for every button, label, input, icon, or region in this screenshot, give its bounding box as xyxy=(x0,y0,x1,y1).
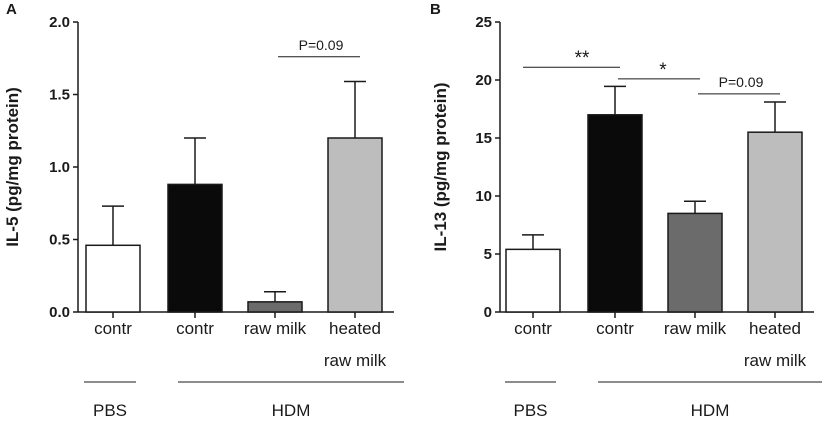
x-tick-label: contr xyxy=(176,319,214,338)
x-tick-label: heated xyxy=(329,319,381,338)
group-label: PBS xyxy=(513,401,547,420)
x-tick-label: raw milk xyxy=(324,351,387,370)
panel-letter-a: A xyxy=(6,1,17,18)
x-tick-label: contr xyxy=(596,319,634,338)
y-tick-label: 0.5 xyxy=(49,232,70,249)
x-tick-label: raw milk xyxy=(244,319,307,338)
group-label: PBS xyxy=(93,401,127,420)
x-tick-label: contr xyxy=(94,319,132,338)
y-tick-label: 20 xyxy=(475,72,492,89)
y-tick-label: 10 xyxy=(475,188,492,205)
y-tick-label: 15 xyxy=(475,130,492,147)
significance-label: P=0.09 xyxy=(719,74,764,90)
y-tick-label: 1.0 xyxy=(49,159,70,176)
x-tick-label: raw milk xyxy=(664,319,727,338)
x-tick-label: heated xyxy=(749,319,801,338)
bar xyxy=(667,212,723,313)
significance-label: ** xyxy=(575,48,590,69)
significance-label: * xyxy=(659,60,667,81)
group-label: HDM xyxy=(691,401,730,420)
y-tick-label: 0.0 xyxy=(49,304,70,321)
bar xyxy=(747,131,803,313)
bar xyxy=(167,183,223,313)
y-tick-label: 1.5 xyxy=(49,87,70,104)
significance-label: P=0.09 xyxy=(299,37,344,53)
bar xyxy=(327,137,383,313)
panel-letter-b: B xyxy=(430,1,441,18)
panel-b: B 0 5 10 15 20 25 IL-13 (pg/mg protein) contr co… xyxy=(430,1,822,420)
panel-a: A 0.0 0.5 1.0 1.5 2.0 IL-5 (pg/mg protein) con… xyxy=(3,1,404,420)
bar xyxy=(247,301,303,313)
y-tick-label: 25 xyxy=(475,14,492,31)
y-tick-label: 2.0 xyxy=(49,14,70,31)
y-tick-label: 0 xyxy=(484,304,492,321)
group-label: HDM xyxy=(272,401,311,420)
x-tick-label: raw milk xyxy=(744,351,807,370)
y-tick-label: 5 xyxy=(484,246,492,263)
bar xyxy=(85,244,141,313)
bar xyxy=(505,248,561,313)
y-axis-title: IL-13 (pg/mg protein) xyxy=(431,82,450,251)
bar xyxy=(587,114,643,313)
y-axis-title: IL-5 (pg/mg protein) xyxy=(3,87,22,247)
x-tick-label: contr xyxy=(514,319,552,338)
